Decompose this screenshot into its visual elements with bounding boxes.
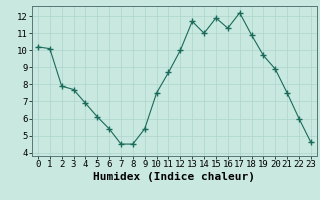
- X-axis label: Humidex (Indice chaleur): Humidex (Indice chaleur): [93, 172, 255, 182]
